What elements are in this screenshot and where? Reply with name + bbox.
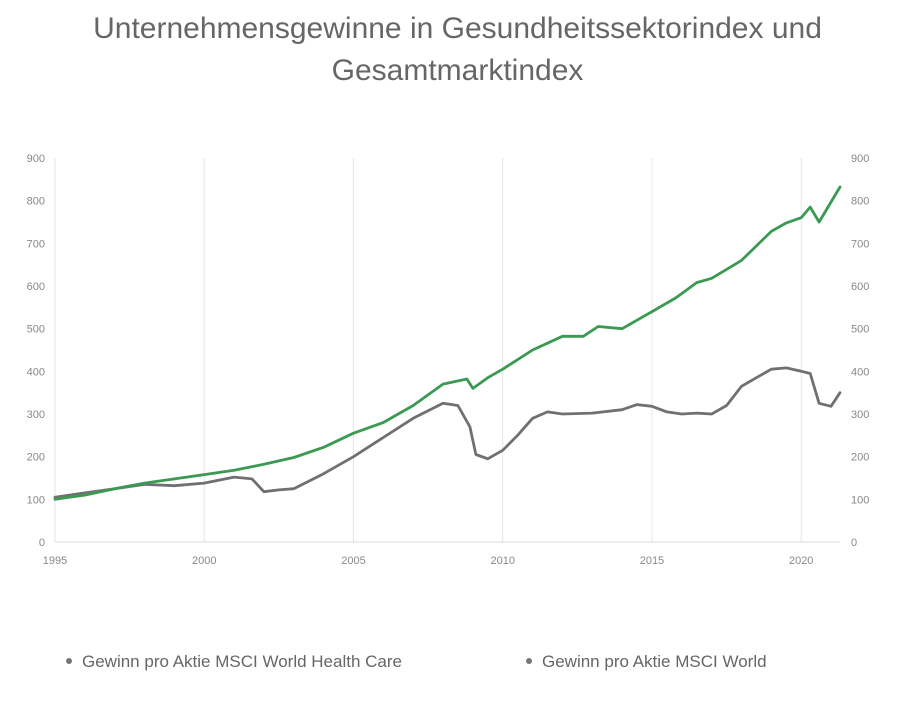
legend-label: Gewinn pro Aktie MSCI World Health Care	[82, 652, 402, 671]
y-tick-label-left: 900	[27, 153, 45, 165]
y-tick-label-right: 100	[851, 494, 869, 506]
y-axis-left: 0 100 200 300 400 500 600 700 800 900	[27, 153, 45, 549]
y-tick-label-right: 500	[851, 324, 869, 336]
y-tick-label-left: 400	[27, 366, 45, 378]
chart-title: Unternehmensgewinne in Gesundheitssektor…	[93, 12, 822, 87]
legend-marker	[526, 657, 532, 664]
legend-item-health-care[interactable]: Gewinn pro Aktie MSCI World Health Care	[66, 652, 402, 672]
y-tick-label-right: 700	[851, 238, 869, 250]
y-tick-label-left: 100	[27, 494, 45, 506]
y-tick-label-right: 300	[851, 409, 869, 421]
y-tick-label-right: 200	[851, 452, 869, 464]
y-axis-right: 0 100 200 300 400 500 600 700 800 900	[851, 153, 869, 549]
x-axis: 1995 2000 2005 2010 2015 2020	[43, 541, 840, 567]
x-tick-label: 2020	[789, 555, 813, 567]
legend-label: Gewinn pro Aktie MSCI World	[542, 652, 767, 671]
series-line-0	[53, 185, 842, 501]
y-tick-label-right: 800	[851, 196, 869, 208]
x-tick-label: 1995	[43, 555, 67, 567]
y-tick-label-left: 200	[27, 452, 45, 464]
x-tick-label: 2000	[192, 555, 216, 567]
legend: Gewinn pro Aktie MSCI World Health Care …	[0, 652, 915, 676]
y-tick-label-left: 0	[39, 537, 45, 549]
series-line-1	[53, 366, 842, 499]
y-tick-label-right: 400	[851, 366, 869, 378]
y-tick-label-left: 500	[27, 324, 45, 336]
y-tick-label-right: 900	[851, 153, 869, 165]
y-tick-label-left: 300	[27, 409, 45, 421]
y-tick-label-left: 600	[27, 281, 45, 293]
y-tick-label-right: 0	[851, 537, 857, 549]
x-tick-label: 2010	[490, 555, 514, 567]
legend-marker	[66, 657, 72, 664]
series-lines	[53, 185, 842, 501]
grid	[54, 158, 802, 542]
x-tick-label: 2015	[640, 555, 664, 567]
y-tick-label-right: 600	[851, 281, 869, 293]
y-tick-label-left: 700	[27, 238, 45, 250]
x-tick-label: 2005	[341, 555, 365, 567]
legend-item-world[interactable]: Gewinn pro Aktie MSCI World	[526, 652, 767, 672]
y-tick-label-left: 800	[27, 196, 45, 208]
